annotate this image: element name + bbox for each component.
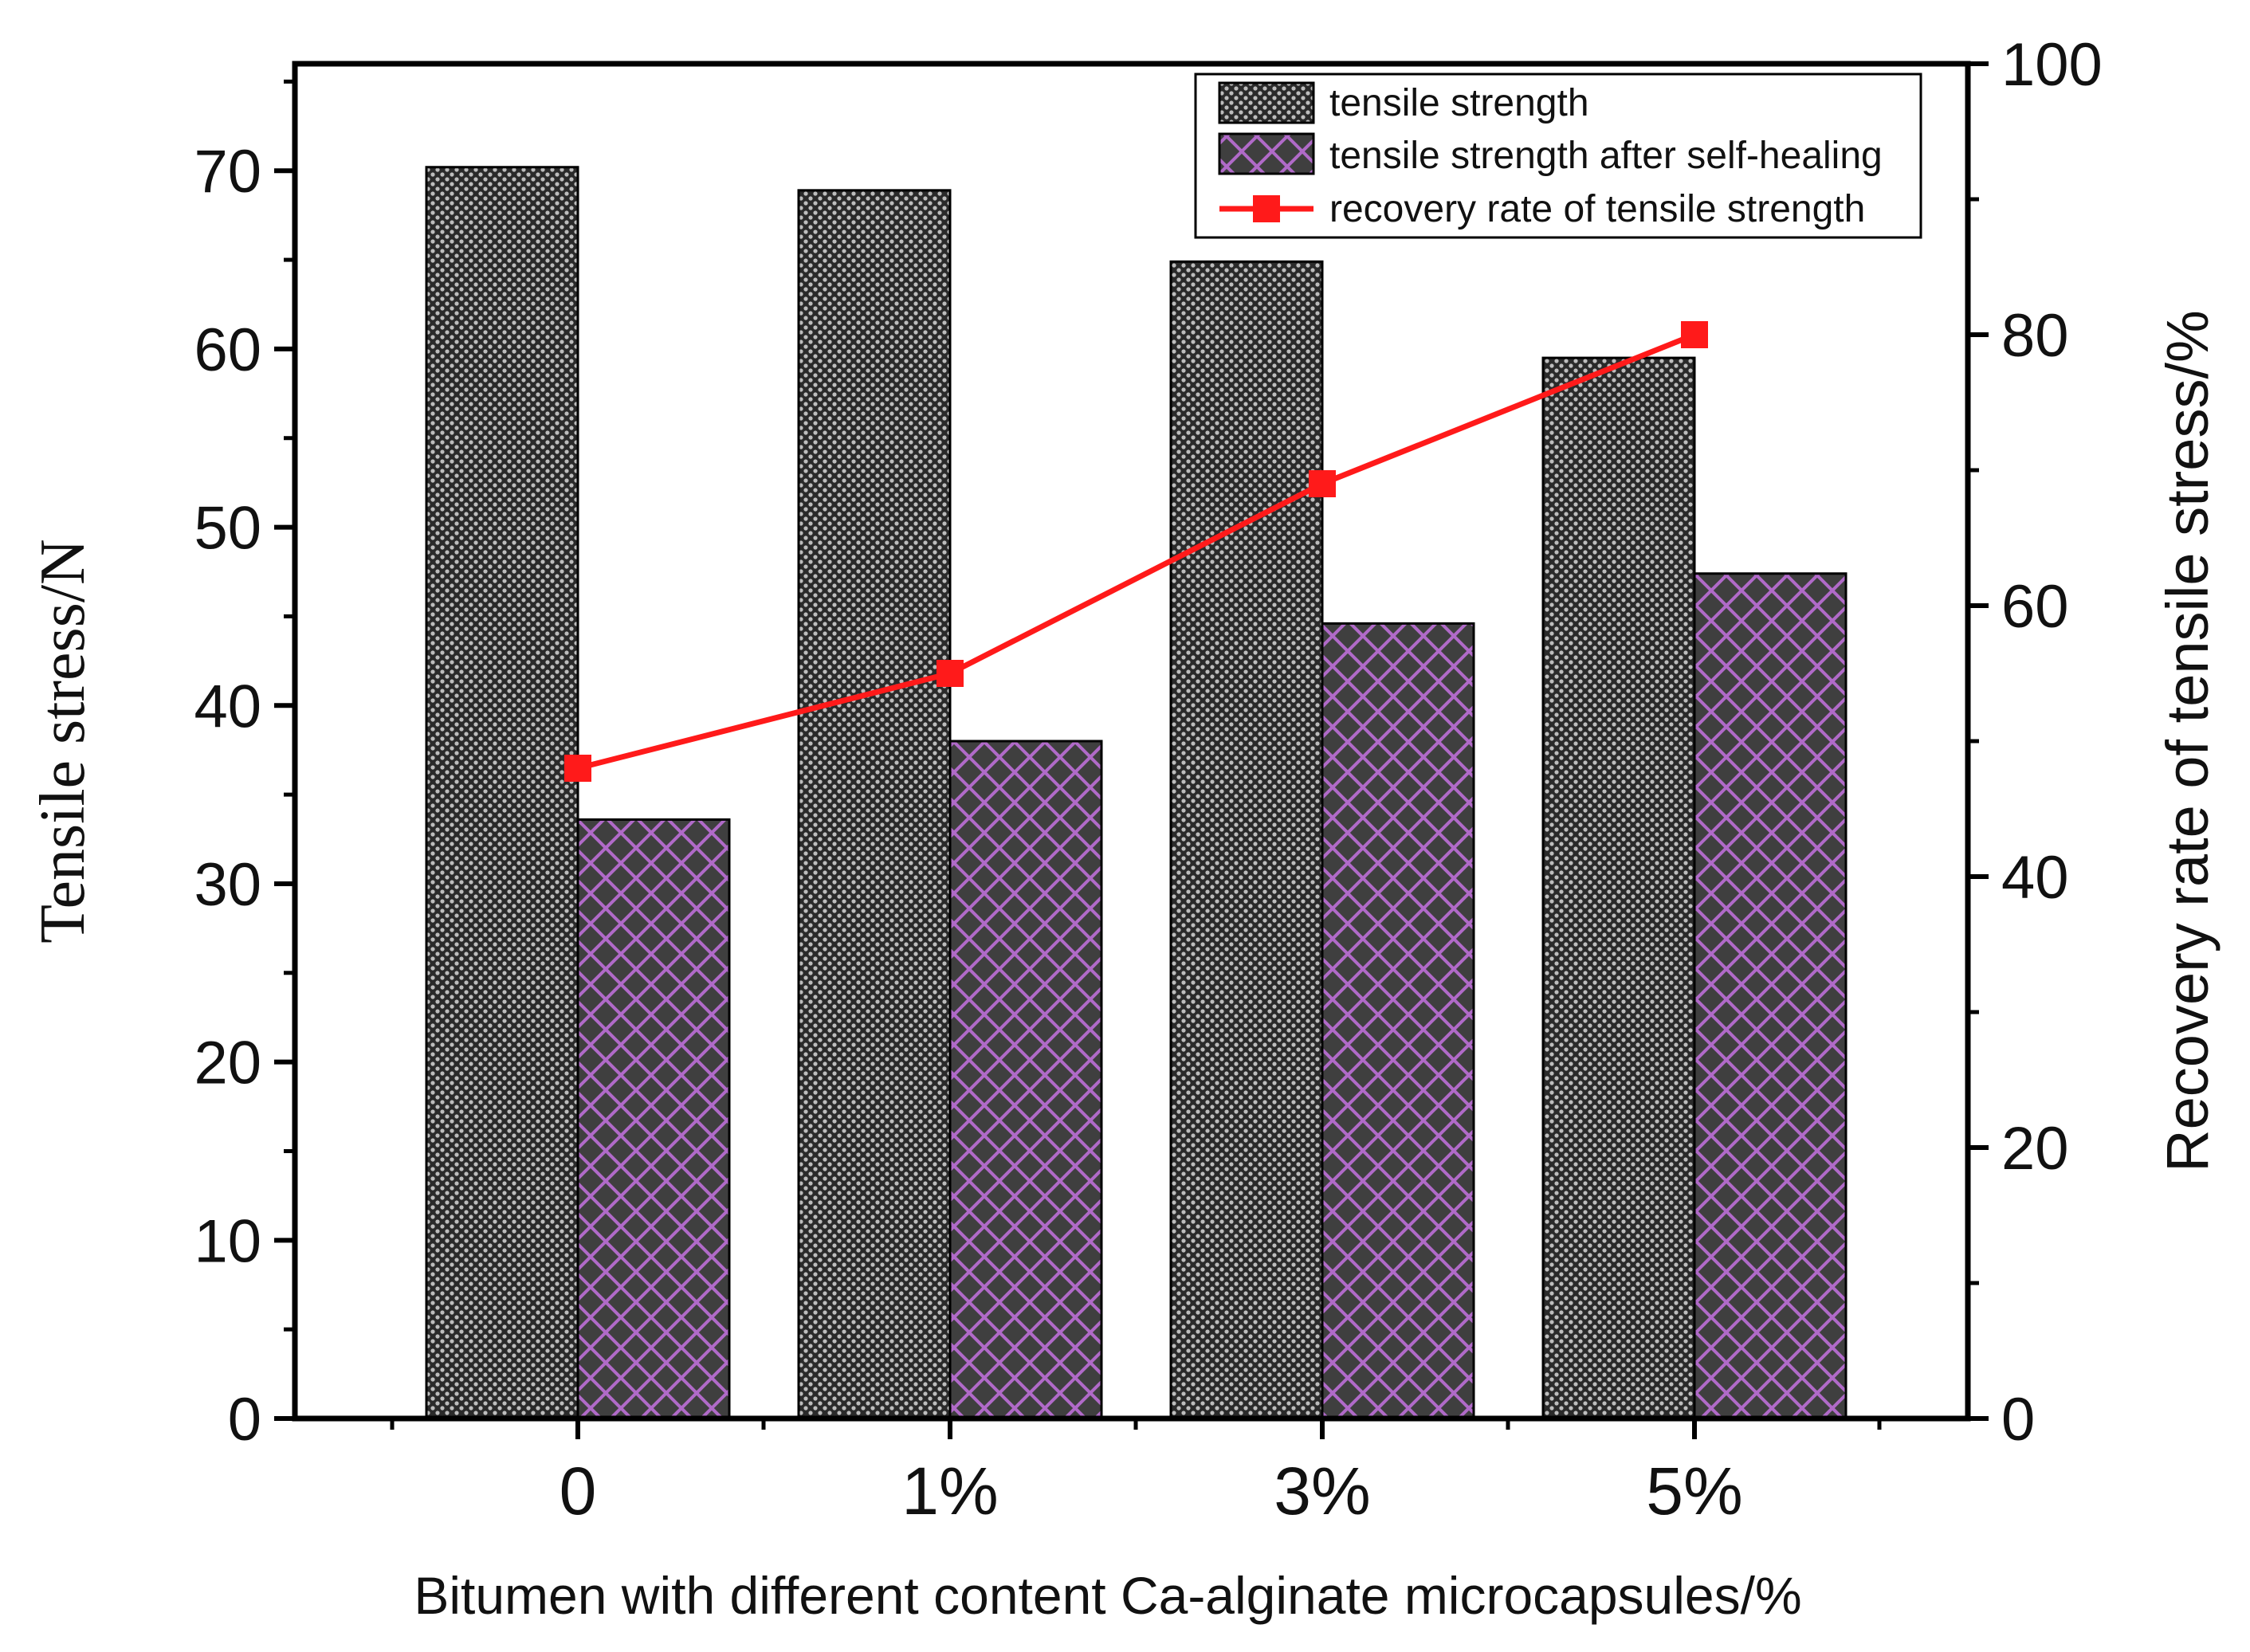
x-tick-label-1: 1% <box>901 1454 998 1528</box>
line-layer <box>564 321 1708 782</box>
bar-self-healing-0 <box>576 818 731 1420</box>
y-tick-label-2: 20 <box>194 1030 261 1097</box>
x-tick-label-2: 3% <box>1274 1454 1370 1528</box>
bar-self-healing-2 <box>1321 622 1475 1420</box>
x-tick-label-3: 5% <box>1646 1454 1742 1528</box>
y-tick-label-5: 50 <box>194 495 261 563</box>
bar-self-healing-1 <box>948 740 1103 1420</box>
legend-label-recovery: recovery rate of tensile strength <box>1329 188 1865 230</box>
y-axis-title: Tensile stress/N <box>28 539 98 944</box>
x-tick-label-0: 0 <box>560 1454 597 1528</box>
y-tick-label-3: 30 <box>194 851 261 919</box>
bars-layer <box>425 166 1848 1420</box>
recovery-point-3 <box>1681 321 1708 348</box>
legend-label-self-healing: tensile strength after self-healing <box>1329 135 1883 177</box>
recovery-point-2 <box>1309 470 1336 497</box>
legend-label-tensile-strength: tensile strength <box>1329 82 1589 124</box>
legend-swatch-tensile-strength <box>1218 81 1315 124</box>
bar-self-healing-3 <box>1693 572 1848 1420</box>
recovery-point-0 <box>564 755 591 782</box>
y2-tick-label-4: 80 <box>2001 302 2069 370</box>
y2-tick-label-2: 40 <box>2001 844 2069 912</box>
recovery-rate-line <box>577 332 1696 771</box>
y-tick-label-0: 0 <box>228 1386 261 1454</box>
legend: tensile strength tensile strength after … <box>1194 73 1922 239</box>
y-tick-label-1: 10 <box>194 1207 261 1275</box>
recovery-point-1 <box>937 660 964 687</box>
y2-tick-label-5: 100 <box>2001 31 2103 99</box>
bar-tensile-strength-1 <box>797 189 952 1420</box>
y-tick-label-4: 40 <box>194 673 261 740</box>
y2-axis-title: Recovery rate of tensile stress/% <box>2154 310 2221 1172</box>
axes-layer: 0 10 20 30 40 50 60 70 0 20 40 60 80 100 0 1% 3% 5% <box>194 31 2102 1528</box>
x-axis-title: Bitumen with different content Ca-algina… <box>414 1566 1801 1625</box>
y2-tick-label-0: 0 <box>2001 1386 2035 1454</box>
y-tick-label-7: 70 <box>194 138 261 206</box>
bar-tensile-strength-2 <box>1169 260 1324 1420</box>
y-tick-label-6: 60 <box>194 316 261 384</box>
legend-swatch-self-healing <box>1218 132 1315 175</box>
legend-frame <box>1194 73 1922 239</box>
y2-tick-label-1: 20 <box>2001 1115 2069 1183</box>
bar-tensile-strength-0 <box>425 166 579 1420</box>
legend-marker-recovery <box>1253 195 1280 222</box>
y2-tick-label-3: 60 <box>2001 573 2069 641</box>
bar-tensile-strength-3 <box>1541 356 1696 1420</box>
